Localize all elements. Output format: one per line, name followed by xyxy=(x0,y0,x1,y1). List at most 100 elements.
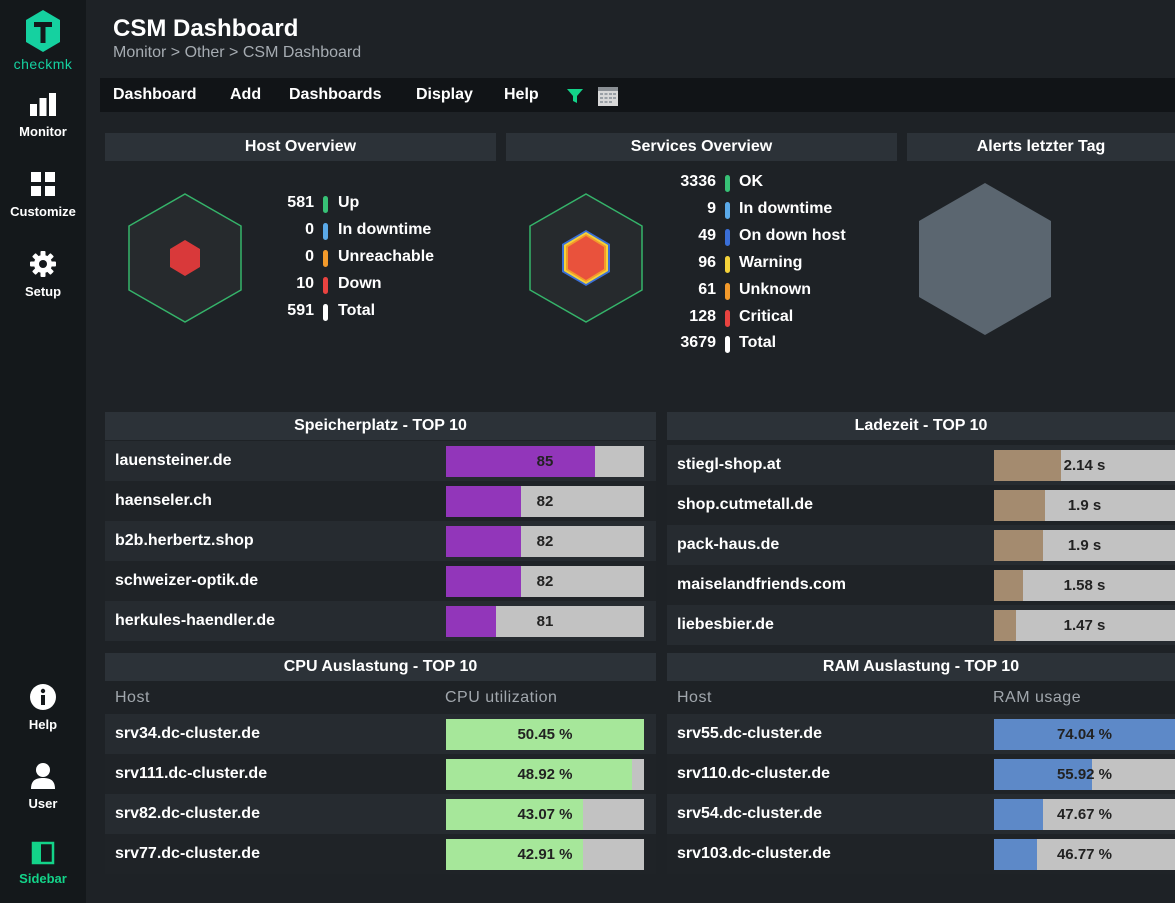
host-name[interactable]: stiegl-shop.at xyxy=(677,456,782,473)
host-down-label: Down xyxy=(338,275,382,292)
nav-setup[interactable]: Setup xyxy=(0,250,86,299)
loadtime-bar: 1.9 s xyxy=(994,530,1175,561)
table-row[interactable]: herkules-haendler.de 81 xyxy=(105,601,656,641)
nav-user-label: User xyxy=(28,796,58,811)
menu-help[interactable]: Help xyxy=(504,86,539,103)
svc-downtime-label: In downtime xyxy=(739,200,833,217)
column-header-host[interactable]: Host xyxy=(677,689,712,706)
cpu-bar: 42.91 % xyxy=(446,839,644,870)
sidebar-icon xyxy=(31,841,55,865)
bar-value: 2.14 s xyxy=(1063,457,1106,474)
table-row[interactable]: pack-haus.de 1.9 s xyxy=(667,525,1175,565)
column-header-host[interactable]: Host xyxy=(115,689,150,706)
host-name[interactable]: b2b.herbertz.shop xyxy=(115,532,254,549)
ram-bar: 47.67 % xyxy=(994,799,1175,830)
menu-display[interactable]: Display xyxy=(416,86,473,103)
host-name[interactable]: srv55.dc-cluster.de xyxy=(677,725,822,742)
table-row[interactable]: srv103.dc-cluster.de 46.77 % xyxy=(667,834,1175,874)
host-name[interactable]: shop.cutmetall.de xyxy=(677,496,814,513)
nav-monitor[interactable]: Monitor xyxy=(0,92,86,139)
menu-dashboards[interactable]: Dashboards xyxy=(289,86,382,103)
table-row[interactable]: srv55.dc-cluster.de 74.04 % xyxy=(667,714,1175,754)
host-up-count: 581 xyxy=(287,194,314,211)
host-name[interactable]: maiselandfriends.com xyxy=(677,576,846,593)
storage-title: Speicherplatz - TOP 10 xyxy=(105,412,656,440)
bar-value: 85 xyxy=(536,453,554,470)
loadtime-title: Ladezeit - TOP 10 xyxy=(667,412,1175,440)
table-row[interactable]: lauensteiner.de 85 xyxy=(105,441,656,481)
host-name[interactable]: lauensteiner.de xyxy=(115,452,232,469)
svc-on-down-host-count: 49 xyxy=(698,227,716,244)
table-row[interactable]: srv77.dc-cluster.de 42.91 % xyxy=(105,834,656,874)
table-row[interactable]: srv82.dc-cluster.de 43.07 % xyxy=(105,794,656,834)
bar-fill xyxy=(446,526,522,557)
host-name[interactable]: srv111.dc-cluster.de xyxy=(115,765,268,782)
table-row[interactable]: b2b.herbertz.shop 82 xyxy=(105,521,656,561)
menu-add[interactable]: Add xyxy=(230,86,262,103)
bar-value: 1.9 s xyxy=(1067,497,1102,514)
checkmk-logo[interactable]: checkmk xyxy=(0,8,86,72)
svc-ok-label: OK xyxy=(739,173,763,190)
host-name[interactable]: liebesbier.de xyxy=(677,616,774,633)
filter-icon[interactable] xyxy=(566,87,584,105)
table-row[interactable]: maiselandfriends.com 1.58 s xyxy=(667,565,1175,605)
bar-fill xyxy=(994,530,1043,561)
host-downtime-count: 0 xyxy=(305,221,314,238)
host-name[interactable]: srv82.dc-cluster.de xyxy=(115,805,260,822)
services-hexagon-chart[interactable] xyxy=(526,192,646,324)
svc-total-label: Total xyxy=(739,334,777,351)
svc-warning-count: 96 xyxy=(698,254,716,271)
host-name[interactable]: srv54.dc-cluster.de xyxy=(677,805,822,822)
table-row[interactable]: srv110.dc-cluster.de 55.92 % xyxy=(667,754,1175,794)
info-icon xyxy=(30,684,56,710)
host-name[interactable]: haenseler.ch xyxy=(115,492,212,509)
calendar-icon[interactable] xyxy=(597,85,619,107)
svc-critical-count: 128 xyxy=(689,308,716,325)
bar-fill xyxy=(994,839,1038,870)
table-row[interactable]: stiegl-shop.at 2.14 s xyxy=(667,445,1175,485)
host-hexagon-chart[interactable] xyxy=(125,192,245,324)
gear-icon xyxy=(30,251,56,277)
ram-bar: 55.92 % xyxy=(994,759,1175,790)
host-name[interactable]: srv103.dc-cluster.de xyxy=(677,845,831,862)
svc-ok-count: 3336 xyxy=(680,173,716,190)
page-title: CSM Dashboard xyxy=(113,15,299,42)
nav-customize[interactable]: Customize xyxy=(0,170,86,219)
host-total-count: 591 xyxy=(287,302,314,319)
table-row[interactable]: srv34.dc-cluster.de 50.45 % xyxy=(105,714,656,754)
host-name[interactable]: srv110.dc-cluster.de xyxy=(677,765,830,782)
svc-critical-indicator xyxy=(725,310,730,327)
main-navigation: checkmk Monitor Customize xyxy=(0,0,86,903)
table-row[interactable]: srv54.dc-cluster.de 47.67 % xyxy=(667,794,1175,834)
table-row[interactable]: haenseler.ch 82 xyxy=(105,481,656,521)
column-header-cpu[interactable]: CPU utilization xyxy=(445,689,558,706)
cpu-bar: 50.45 % xyxy=(446,719,644,750)
host-unreachable-label: Unreachable xyxy=(338,248,435,265)
host-name[interactable]: srv77.dc-cluster.de xyxy=(115,845,260,862)
host-name[interactable]: srv34.dc-cluster.de xyxy=(115,725,260,742)
bar-value: 48.92 % xyxy=(517,766,573,783)
cpu-bar: 43.07 % xyxy=(446,799,644,830)
column-header-ram[interactable]: RAM usage xyxy=(993,689,1082,706)
host-up-indicator xyxy=(323,196,328,213)
host-name[interactable]: herkules-haendler.de xyxy=(115,612,276,629)
alerts-hexagon[interactable] xyxy=(915,180,1055,338)
nav-sidebar[interactable]: Sidebar xyxy=(0,841,86,886)
menu-dashboard[interactable]: Dashboard xyxy=(113,86,197,103)
svc-critical-label: Critical xyxy=(739,308,794,325)
table-row[interactable]: shop.cutmetall.de 1.9 s xyxy=(667,485,1175,525)
nav-help[interactable]: Help xyxy=(0,683,86,732)
bar-fill xyxy=(994,759,1092,790)
table-row[interactable]: srv111.dc-cluster.de 48.92 % xyxy=(105,754,656,794)
host-up-label: Up xyxy=(338,194,360,211)
svc-unknown-count: 61 xyxy=(698,281,716,298)
nav-user[interactable]: User xyxy=(0,762,86,811)
host-name[interactable]: schweizer-optik.de xyxy=(115,572,259,589)
bar-value: 55.92 % xyxy=(1056,766,1113,783)
host-name[interactable]: pack-haus.de xyxy=(677,536,780,553)
bar-value: 82 xyxy=(536,533,554,550)
table-row[interactable]: schweizer-optik.de 82 xyxy=(105,561,656,601)
table-row[interactable]: liebesbier.de 1.47 s xyxy=(667,605,1175,645)
bar-value: 81 xyxy=(536,613,554,630)
bar-value: 46.77 % xyxy=(1056,846,1113,863)
